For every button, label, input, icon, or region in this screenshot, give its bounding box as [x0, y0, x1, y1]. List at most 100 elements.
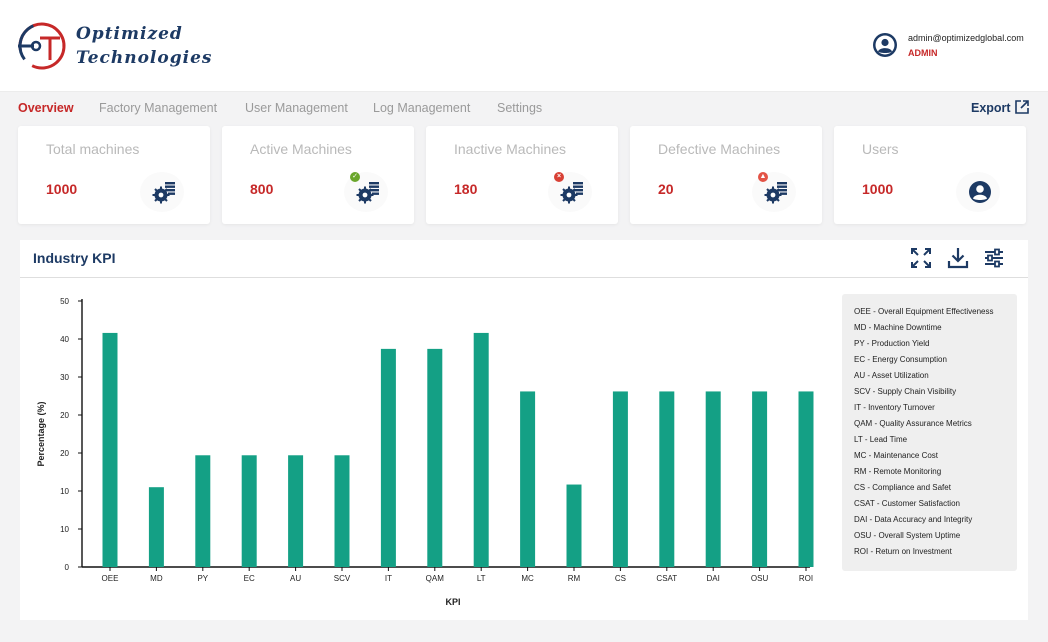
- download-icon[interactable]: [947, 247, 969, 269]
- stat-card-defective-machines: Defective Machines 20 ▲: [630, 126, 822, 224]
- card-icon-container: [956, 172, 1000, 212]
- x-tick-label: SCV: [334, 574, 351, 583]
- nav-overview[interactable]: Overview: [18, 101, 74, 115]
- x-tick-label: QAM: [426, 574, 445, 583]
- panel-header: Industry KPI: [20, 240, 1028, 278]
- bar-qam: [427, 348, 443, 567]
- card-title: Users: [862, 141, 899, 157]
- user-icon: [969, 181, 991, 203]
- stat-card-inactive-machines: Inactive Machines 180 ×: [426, 126, 618, 224]
- warning-badge-icon: ▲: [758, 172, 768, 182]
- machines-icon: [356, 182, 379, 204]
- card-title: Active Machines: [250, 141, 352, 157]
- bar-it: [380, 348, 396, 567]
- check-badge-icon: ✓: [350, 172, 360, 182]
- x-tick-label: EC: [244, 574, 255, 583]
- export-icon[interactable]: [1014, 99, 1030, 115]
- x-tick-label: AU: [290, 574, 301, 583]
- card-value: 20: [658, 181, 674, 197]
- legend-item: SCV - Supply Chain Visibility: [854, 387, 957, 396]
- legend-item: AU - Asset Utilization: [854, 371, 929, 380]
- y-tick-label: 50: [60, 297, 69, 306]
- legend-item: LT - Lead Time: [854, 435, 908, 444]
- filter-sliders-icon[interactable]: [983, 247, 1005, 269]
- expand-icon[interactable]: [910, 247, 932, 269]
- x-tick-label: RM: [568, 574, 581, 583]
- bar-rm: [566, 484, 582, 567]
- card-value: 180: [454, 181, 478, 197]
- bar-oee: [102, 332, 118, 567]
- nav-log-management[interactable]: Log Management: [373, 101, 471, 115]
- brand-name: Optimized Technologies: [76, 22, 212, 70]
- legend-item: EC - Energy Consumption: [854, 355, 947, 364]
- company-logo: [18, 22, 66, 70]
- kpi-panel: Industry KPI 0 10 10 20 20 30 40 50 OEE MD PY EC AU S…: [20, 240, 1028, 620]
- bar-py: [195, 455, 211, 567]
- nav-user-management[interactable]: User Management: [245, 101, 348, 115]
- bar-dai: [705, 391, 721, 567]
- machines-icon: [560, 182, 583, 204]
- card-icon-container: ✓: [344, 172, 388, 212]
- chart-svg: 0 10 10 20 20 30 40 50 OEE MD PY EC AU SCV IT QAM LT MC RM…: [36, 297, 814, 607]
- bar-lt: [473, 332, 489, 567]
- legend-item: CS - Compliance and Safet: [854, 483, 951, 492]
- bar-csat: [659, 391, 675, 567]
- x-tick-label: LT: [477, 574, 486, 583]
- user-avatar-icon[interactable]: [872, 32, 898, 58]
- card-icon-container: ▲: [752, 172, 796, 212]
- card-icon-container: [140, 172, 184, 212]
- legend-item: OEE - Overall Equipment Effectiveness: [854, 307, 994, 316]
- x-axis-title: KPI: [445, 597, 460, 607]
- y-tick-label: 10: [60, 487, 69, 496]
- panel-title: Industry KPI: [33, 250, 116, 266]
- bar-scv: [334, 455, 350, 567]
- x-tick-label: MD: [150, 574, 163, 583]
- legend-item: PY - Production Yield: [854, 339, 930, 348]
- legend-item: DAI - Data Accuracy and Integrity: [854, 515, 973, 524]
- x-tick-label: ROI: [799, 574, 813, 583]
- x-tick-label: DAI: [707, 574, 720, 583]
- nav-factory-management[interactable]: Factory Management: [99, 101, 218, 115]
- export-button[interactable]: Export: [971, 101, 1011, 115]
- x-tick-label: OSU: [751, 574, 769, 583]
- card-value: 800: [250, 181, 274, 197]
- kpi-bar-chart: 0 10 10 20 20 30 40 50 OEE MD PY EC AU SCV IT QAM LT MC RM…: [20, 279, 840, 619]
- bar-au: [288, 455, 304, 567]
- stat-card-users: Users 1000: [834, 126, 1026, 224]
- legend-item: QAM - Quality Assurance Metrics: [854, 419, 972, 428]
- x-tick-label: IT: [385, 574, 392, 583]
- y-tick-label: 30: [60, 373, 69, 382]
- card-title: Inactive Machines: [454, 141, 567, 157]
- y-tick-label: 10: [60, 525, 69, 534]
- x-tick-label: MC: [521, 574, 534, 583]
- x-tick-label: PY: [197, 574, 208, 583]
- nav-settings[interactable]: Settings: [497, 101, 543, 115]
- legend-item: OSU - Overall System Uptime: [854, 531, 961, 540]
- user-email: admin@optimizedglobal.com: [908, 33, 1024, 43]
- bar-ec: [241, 455, 257, 567]
- legend-item: MD - Machine Downtime: [854, 323, 942, 332]
- bar-osu: [752, 391, 768, 567]
- user-role: ADMIN: [908, 48, 938, 58]
- legend-item: ROI - Return on Investment: [854, 547, 952, 556]
- y-axis-title: Percentage (%): [36, 401, 46, 466]
- legend-item: MC - Maintenance Cost: [854, 451, 939, 460]
- card-title: Defective Machines: [658, 141, 781, 157]
- x-tick-label: OEE: [102, 574, 119, 583]
- bar-roi: [798, 391, 814, 567]
- stat-card-active-machines: Active Machines 800 ✓: [222, 126, 414, 224]
- machines-icon: [764, 182, 787, 204]
- y-tick-label: 20: [60, 411, 69, 420]
- legend-item: RM - Remote Monitoring: [854, 467, 942, 476]
- card-value: 1000: [46, 181, 78, 197]
- bar-cs: [612, 391, 628, 567]
- legend-item: CSAT - Customer Satisfaction: [854, 499, 960, 508]
- header: Optimized Technologies admin@optimizedgl…: [0, 0, 1048, 92]
- x-tick-label: CSAT: [656, 574, 677, 583]
- machines-icon: [152, 182, 175, 204]
- y-tick-label: 0: [65, 563, 70, 572]
- bar-md: [148, 487, 164, 567]
- main-nav: Overview Factory Management User Managem…: [0, 93, 1048, 121]
- y-tick-label: 20: [60, 449, 69, 458]
- y-tick-label: 40: [60, 335, 69, 344]
